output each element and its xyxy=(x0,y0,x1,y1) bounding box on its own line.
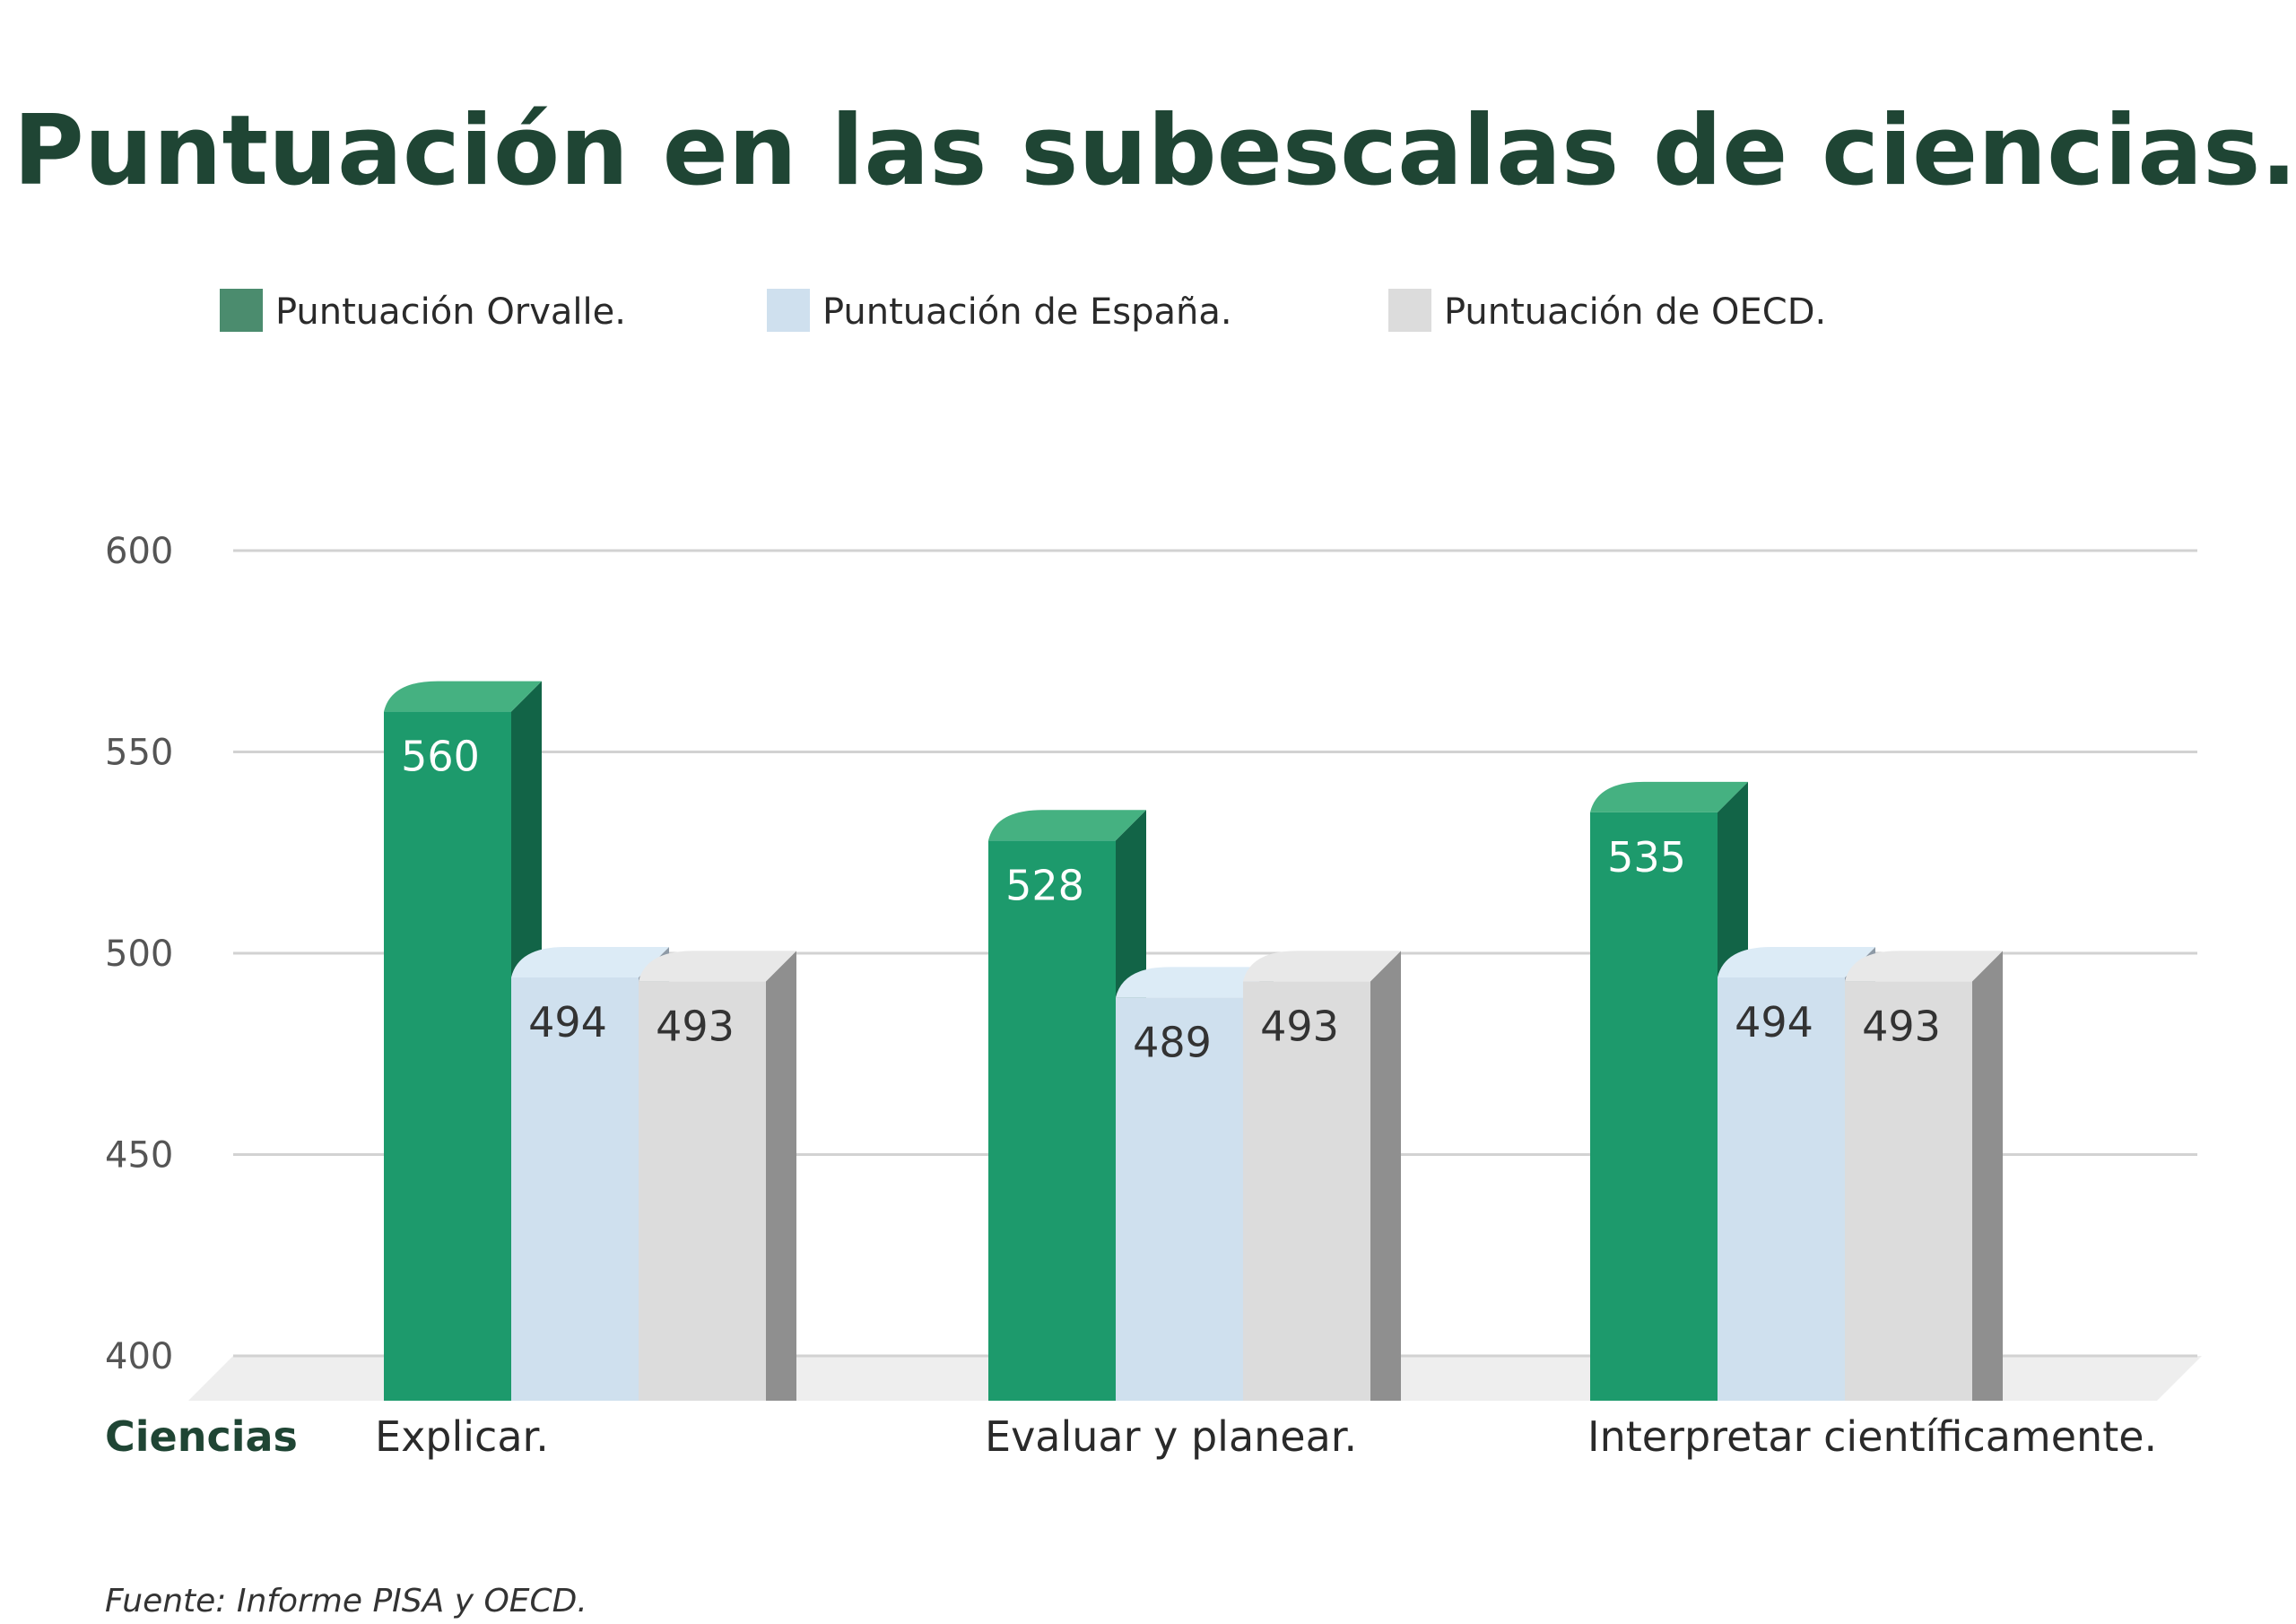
legend-swatch xyxy=(1388,289,1431,332)
bar-front xyxy=(988,840,1116,1401)
bar-front xyxy=(639,981,766,1401)
x-tick-label: Explicar. xyxy=(375,1412,549,1461)
x-tick-label: Interpretar científicamente. xyxy=(1587,1412,2157,1461)
legend-label: Puntuación Orvalle. xyxy=(275,291,626,333)
bar-side xyxy=(1370,951,1401,1401)
y-axis: 400 450 500 550 600 xyxy=(105,531,173,1377)
legend-label: Puntuación de OECD. xyxy=(1444,291,1826,333)
y-tick-label: 450 xyxy=(105,1135,173,1177)
data-label: 489 xyxy=(1133,1018,1212,1066)
bar-front xyxy=(1590,812,1718,1401)
x-axis: Explicar. Evaluar y planear. Interpretar c… xyxy=(375,1412,2157,1461)
data-label: 494 xyxy=(528,998,607,1046)
chart-title: Puntuación en las subescalas de ciencias… xyxy=(13,95,2296,207)
bar-top xyxy=(384,681,542,712)
x-tick-label: Evaluar y planear. xyxy=(985,1412,1357,1461)
bar: 493 xyxy=(1243,951,1401,1401)
bar: 493 xyxy=(1845,951,2003,1401)
y-tick-label: 600 xyxy=(105,531,173,572)
data-label: 494 xyxy=(1735,998,1813,1046)
bar-front xyxy=(1718,977,1845,1401)
bar-top xyxy=(639,951,796,982)
bar-front xyxy=(1243,981,1370,1401)
data-label: 493 xyxy=(656,1002,735,1050)
data-label: 493 xyxy=(1260,1002,1339,1050)
bar-top xyxy=(1116,967,1274,998)
data-label: 528 xyxy=(1005,861,1084,909)
y-tick-label: 500 xyxy=(105,934,173,975)
bar: 560 xyxy=(384,681,542,1401)
bar-front xyxy=(1845,981,1972,1401)
legend-swatch xyxy=(220,289,263,332)
group-label: Ciencias xyxy=(105,1412,298,1461)
legend: Puntuación Orvalle. Puntuación de España.… xyxy=(220,289,1826,333)
bar-front xyxy=(384,711,511,1401)
y-tick-label: 400 xyxy=(105,1336,173,1377)
bar-top xyxy=(1590,781,1748,812)
bar-top xyxy=(1845,951,2003,982)
bar-top xyxy=(988,810,1146,841)
legend-swatch xyxy=(767,289,810,332)
bars: 560 494 493 528 489 493 535 494 493 xyxy=(384,681,2003,1401)
bar-side xyxy=(1972,951,2003,1401)
data-label: 560 xyxy=(401,733,480,781)
bar-front xyxy=(1116,997,1243,1401)
data-label: 535 xyxy=(1607,833,1686,881)
legend-label: Puntuación de España. xyxy=(822,291,1232,333)
bar: 493 xyxy=(639,951,796,1401)
source-note: Fuente: Informe PISA y OECD. xyxy=(105,1583,587,1620)
bar-top xyxy=(1243,951,1401,982)
bar-side xyxy=(766,951,796,1401)
bar-top xyxy=(1718,946,1875,977)
data-label: 493 xyxy=(1862,1002,1941,1050)
bar-top xyxy=(511,946,669,977)
bar-front xyxy=(511,977,639,1401)
y-tick-label: 550 xyxy=(105,733,173,774)
